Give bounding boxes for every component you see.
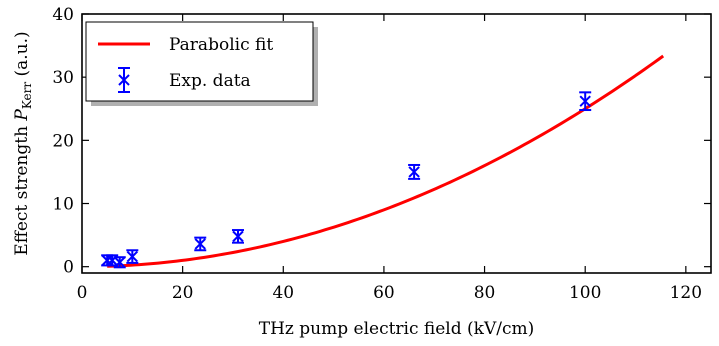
legend-data-label: Exp. data	[169, 71, 251, 91]
marker-x	[126, 250, 139, 263]
marker-x	[408, 166, 420, 178]
legend-fit-label: Parabolic fit	[169, 35, 273, 55]
x-tick-label: 40	[272, 283, 294, 303]
plot-frame	[81, 13, 712, 274]
y-axis-label-prefix: Effect strength	[12, 121, 32, 256]
x-tick-label: 0	[77, 283, 88, 303]
marker-x	[232, 230, 244, 243]
y-axis-label-symbol: P	[12, 109, 32, 122]
data-point	[113, 256, 126, 269]
x-tick-label: 20	[172, 283, 194, 303]
y-tick-label: 40	[52, 5, 74, 25]
x-tick-label: 120	[670, 283, 702, 303]
y-axis-label: Effect strength PKerr (a.u.)	[12, 31, 34, 255]
plot-area	[101, 54, 665, 269]
marker-x	[194, 238, 206, 250]
x-tick-label: 60	[373, 283, 395, 303]
y-tick-label: 30	[52, 68, 74, 88]
fit-line	[107, 54, 665, 268]
x-axis-label: THz pump electric field (kV/cm)	[259, 319, 535, 339]
y-tick-label: 20	[52, 131, 74, 151]
data-point	[194, 236, 207, 252]
legend: Parabolic fit Exp. data	[85, 21, 318, 106]
data-point	[408, 163, 421, 180]
data-point	[231, 229, 244, 244]
y-axis-label-subscript: Kerr	[20, 82, 34, 109]
x-tick-label: 80	[474, 283, 496, 303]
y-tick-label: 10	[52, 195, 74, 215]
data-point	[579, 91, 592, 112]
x-tick-label: 100	[569, 283, 601, 303]
marker-x	[114, 256, 126, 268]
marker-x	[101, 254, 113, 267]
axis-ticks: 0 20 40 60 80 100 120 0 10 20 30 40	[52, 5, 711, 303]
y-tick-label: 0	[63, 258, 74, 278]
legend-data-swatch	[118, 67, 130, 93]
y-axis-label-suffix: (a.u.)	[12, 31, 32, 82]
marker-x	[579, 95, 591, 107]
data-point	[126, 249, 139, 264]
